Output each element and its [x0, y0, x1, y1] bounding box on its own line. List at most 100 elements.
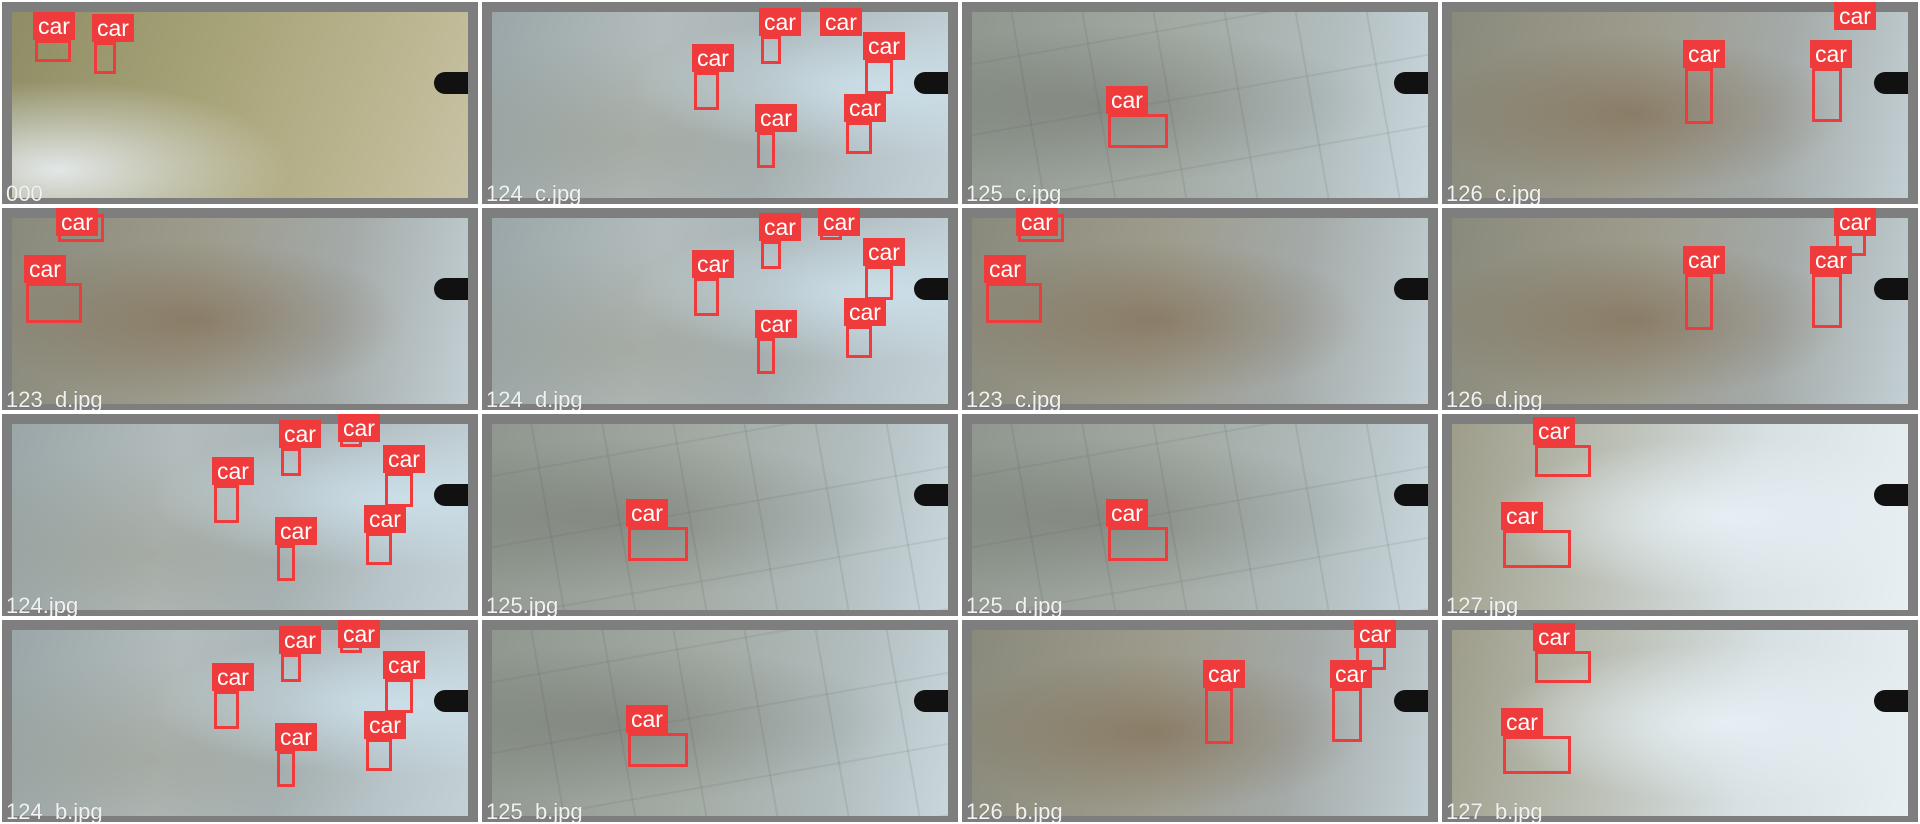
detection-label: car — [1683, 40, 1725, 68]
detection-box — [1535, 651, 1591, 683]
detection-box — [761, 36, 781, 64]
mosaic-tile: car car 123_c.jpg — [962, 208, 1438, 410]
mosaic-tile: car car car car car car 124_c.jpg — [482, 2, 958, 204]
detection-label: car — [279, 626, 321, 654]
image-filename: 126_d.jpg — [1446, 387, 1543, 411]
image-filename: 123_c.jpg — [966, 387, 1062, 411]
detection-label: car — [212, 663, 254, 691]
drone-mount-silhouette — [1394, 690, 1428, 712]
drone-mount-silhouette — [1394, 484, 1428, 506]
detection-box — [1108, 527, 1168, 561]
detection-label: car — [338, 620, 380, 648]
detection-label: car — [820, 8, 862, 36]
drone-mount-silhouette — [914, 72, 948, 94]
image-filename: 124_c.jpg — [486, 181, 582, 205]
mosaic-tile: car car 127_b.jpg — [1442, 620, 1918, 822]
detection-label: car — [755, 104, 797, 132]
detection-label: car — [863, 32, 905, 60]
drone-mount-silhouette — [1874, 484, 1908, 506]
drone-mount-silhouette — [1874, 278, 1908, 300]
mosaic-tile: car 125_d.jpg — [962, 414, 1438, 616]
detection-box — [694, 72, 719, 110]
image-filename: 000 — [6, 181, 43, 205]
image-filename: 125_c.jpg — [966, 181, 1062, 205]
drone-mount-silhouette — [1394, 72, 1428, 94]
detection-box — [281, 448, 301, 476]
detection-box — [865, 266, 893, 300]
detection-label: car — [275, 723, 317, 751]
detection-box — [277, 751, 295, 787]
drone-mount-silhouette — [434, 484, 468, 506]
detection-box — [1503, 736, 1571, 774]
drone-mount-silhouette — [1874, 72, 1908, 94]
detection-label: car — [759, 213, 801, 241]
detection-label: car — [1810, 246, 1852, 274]
detection-label: car — [626, 705, 668, 733]
mosaic-tile: car car car car car car 124_b.jpg — [2, 620, 478, 822]
image-filename: 124_d.jpg — [486, 387, 583, 411]
image-filename: 124.jpg — [6, 593, 79, 617]
aerial-photo — [492, 424, 948, 610]
image-filename: 126_b.jpg — [966, 799, 1063, 823]
detection-label: car — [844, 94, 886, 122]
mosaic-tile: car car car 126_b.jpg — [962, 620, 1438, 822]
detection-label: car — [92, 14, 134, 42]
image-filename: 125_d.jpg — [966, 593, 1063, 617]
detection-box — [1535, 445, 1591, 477]
detection-label: car — [1203, 660, 1245, 688]
mosaic-tile: car car car car car car 124_d.jpg — [482, 208, 958, 410]
drone-mount-silhouette — [1394, 278, 1428, 300]
detection-label: car — [1834, 2, 1876, 30]
detection-label: car — [759, 8, 801, 36]
image-filename: 127.jpg — [1446, 593, 1519, 617]
detection-label: car — [212, 457, 254, 485]
detection-label: car — [1501, 502, 1543, 530]
mosaic-tile: car car car car car car 124.jpg — [2, 414, 478, 616]
detection-box — [757, 338, 775, 374]
detection-box — [1503, 530, 1571, 568]
detection-label: car — [33, 12, 75, 40]
aerial-photo — [12, 218, 468, 404]
image-filename: 123_d.jpg — [6, 387, 103, 411]
detection-box — [94, 42, 116, 74]
detection-box — [986, 283, 1042, 323]
detection-box — [366, 739, 392, 771]
mosaic-tile: car 125_b.jpg — [482, 620, 958, 822]
image-filename: 124_b.jpg — [6, 799, 103, 823]
image-filename: 126_c.jpg — [1446, 181, 1542, 205]
detection-box — [1685, 274, 1713, 330]
aerial-photo — [972, 424, 1428, 610]
aerial-photo — [492, 630, 948, 816]
detection-box — [694, 278, 719, 316]
detection-box — [214, 691, 239, 729]
detection-label: car — [275, 517, 317, 545]
detection-label: car — [1330, 660, 1372, 688]
detection-label: car — [24, 255, 66, 283]
detection-label: car — [1501, 708, 1543, 736]
detection-label: car — [755, 310, 797, 338]
detection-label: car — [818, 208, 860, 236]
detection-box — [1332, 688, 1362, 742]
drone-mount-silhouette — [434, 72, 468, 94]
aerial-photo — [972, 12, 1428, 198]
detection-label: car — [1810, 40, 1852, 68]
detection-box — [1812, 274, 1842, 328]
drone-mount-silhouette — [914, 484, 948, 506]
detection-label: car — [1683, 246, 1725, 274]
detection-box — [277, 545, 295, 581]
detection-label: car — [692, 44, 734, 72]
mosaic-tile: car car car 126_d.jpg — [1442, 208, 1918, 410]
detection-label: car — [1533, 417, 1575, 445]
detection-box — [385, 473, 413, 507]
drone-mount-silhouette — [434, 278, 468, 300]
image-filename: 127_b.jpg — [1446, 799, 1543, 823]
detection-label: car — [383, 445, 425, 473]
detection-box — [1812, 68, 1842, 122]
detection-label: car — [1106, 86, 1148, 114]
detection-box — [35, 40, 71, 62]
mosaic-tile: car car 123_d.jpg — [2, 208, 478, 410]
detection-label: car — [626, 499, 668, 527]
mosaic-tile: car 125.jpg — [482, 414, 958, 616]
detection-label: car — [1834, 208, 1876, 236]
detection-box — [628, 733, 688, 767]
